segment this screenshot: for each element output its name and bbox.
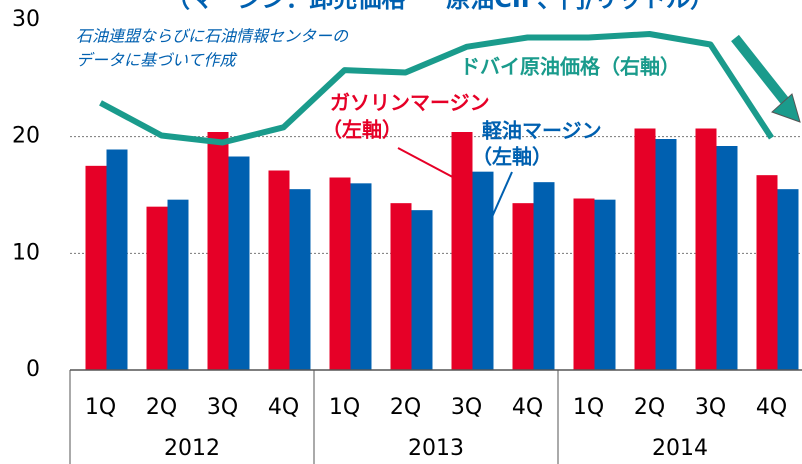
x-tick-label: 3Q (695, 395, 726, 420)
bar (268, 170, 290, 370)
bar (390, 203, 412, 370)
series-label: ドバイ原油価格（右軸） (460, 55, 680, 79)
bar (350, 183, 372, 370)
bar (289, 189, 311, 370)
bar (106, 149, 128, 370)
bar (146, 206, 168, 370)
callout (397, 147, 463, 183)
bar (655, 139, 677, 370)
bar (777, 189, 799, 370)
x-tick-label: 2Q (634, 395, 665, 420)
trend-arrowhead (771, 93, 801, 123)
series-sublabel: （左軸） (472, 145, 552, 169)
x-tick-label: 2Q (146, 395, 177, 420)
bar (85, 165, 107, 370)
x-tick-label: 1Q (85, 395, 116, 420)
group-label: 2012 (164, 436, 220, 461)
y-tick-label: 30 (12, 7, 40, 32)
bar (472, 171, 494, 370)
x-tick-label: 1Q (329, 395, 360, 420)
y-tick-label: 10 (12, 240, 40, 265)
bar (634, 128, 656, 370)
bar (716, 146, 738, 370)
bar (207, 132, 229, 370)
bar (756, 175, 778, 370)
series-sublabel: （左軸） (322, 118, 402, 142)
group-label: 2013 (408, 436, 464, 461)
trend-arrow (731, 34, 792, 109)
x-tick-label: 3Q (207, 395, 238, 420)
bar (594, 199, 616, 370)
bar (451, 132, 473, 370)
x-tick-label: 2Q (390, 395, 421, 420)
chart-title: （マージン：卸売価格 － 原油CIF、円/リットル） (166, 0, 714, 13)
y-tick-label: 20 (12, 124, 40, 149)
x-tick-label: 4Q (268, 395, 299, 420)
note: データに基づいて作成 (76, 51, 238, 70)
x-tick-label: 4Q (512, 395, 543, 420)
y-tick-label: 0 (26, 357, 40, 382)
group-label: 2014 (652, 436, 708, 461)
bar (573, 198, 595, 370)
bar (695, 128, 717, 370)
bar (411, 210, 433, 370)
x-tick-label: 3Q (451, 395, 482, 420)
line-series (99, 31, 775, 146)
bar (533, 182, 555, 370)
x-tick-label: 1Q (573, 395, 604, 420)
series-label: ガソリンマージン (330, 91, 490, 115)
series-label: 軽油マージン (482, 119, 602, 143)
bar (329, 177, 351, 370)
bar (228, 156, 250, 370)
callout (487, 171, 513, 227)
note: 石油連盟ならびに石油情報センターの (76, 27, 349, 46)
x-tick-label: 4Q (756, 395, 787, 420)
bar (167, 199, 189, 370)
bar (512, 203, 534, 370)
